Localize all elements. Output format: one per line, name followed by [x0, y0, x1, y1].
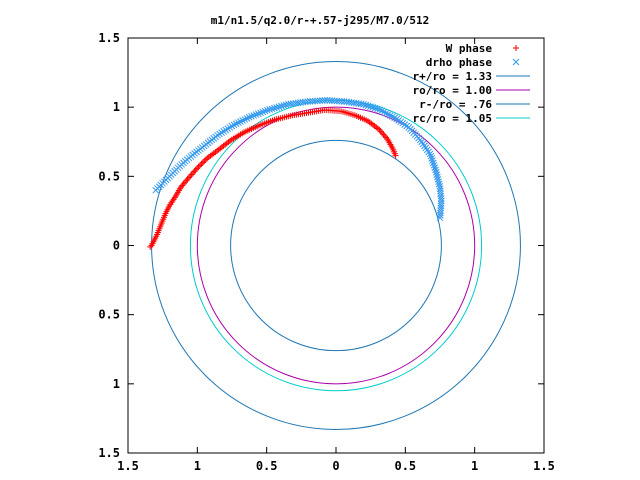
point-plus — [194, 165, 201, 172]
point-plus — [189, 169, 196, 176]
point-cross — [248, 112, 255, 120]
point-plus — [181, 179, 188, 186]
y-tick-label: 1.5 — [98, 31, 120, 45]
point-cross — [239, 117, 247, 124]
point-cross — [436, 212, 444, 219]
point-plus — [196, 162, 203, 169]
circle-series-3 — [196, 106, 476, 385]
point-plus — [379, 129, 386, 136]
point-cross — [367, 103, 374, 110]
point-cross — [266, 106, 274, 113]
y-tick-label: 1.5 — [98, 446, 120, 460]
point-plus — [199, 159, 206, 166]
point-plus — [188, 171, 195, 178]
legend-label: W phase — [446, 42, 493, 55]
point-plus — [180, 180, 187, 187]
point-cross — [430, 161, 438, 169]
point-cross — [436, 214, 444, 222]
point-cross — [259, 108, 267, 116]
point-cross — [237, 118, 244, 125]
point-plus — [198, 160, 205, 167]
point-plus — [191, 168, 198, 175]
point-cross — [427, 152, 435, 160]
y-tick-label: 1 — [113, 100, 120, 114]
point-cross — [257, 109, 264, 117]
point-plus — [195, 163, 202, 170]
point-cross — [431, 164, 439, 171]
point-plus — [392, 152, 399, 159]
point-cross — [252, 111, 260, 118]
point-cross — [241, 116, 249, 123]
x-tick-label: 0.5 — [256, 459, 278, 473]
x-tick-label: 1 — [471, 459, 478, 473]
circle-series-5 — [189, 99, 483, 392]
legend-label: r+/ro = 1.33 — [413, 70, 492, 83]
point-plus — [187, 173, 194, 180]
point-cross — [374, 105, 381, 113]
legend-label: rc/ro = 1.05 — [413, 112, 492, 125]
point-plus — [147, 243, 154, 250]
point-cross — [275, 103, 283, 111]
point-cross — [369, 104, 377, 111]
point-cross — [428, 155, 436, 162]
x-tick-label: 1 — [194, 459, 201, 473]
chart-title: m1/n1.5/q2.0/r-+.57-j295/M7.0/512 — [211, 14, 430, 27]
point-cross — [243, 114, 251, 122]
point-cross — [376, 106, 384, 114]
point-plus — [202, 156, 209, 163]
point-cross — [234, 119, 242, 127]
point-cross — [364, 102, 372, 110]
point-cross — [261, 107, 269, 115]
point-cross — [273, 104, 281, 111]
legend-label: r-/ro = .76 — [419, 98, 492, 111]
x-tick-label: 0.5 — [394, 459, 416, 473]
point-plus — [377, 128, 384, 135]
y-tick-label: 1 — [113, 377, 120, 391]
point-plus — [183, 177, 190, 184]
point-cross — [429, 159, 437, 167]
legend-marker — [513, 45, 519, 51]
point-cross — [321, 97, 329, 104]
point-cross — [371, 104, 379, 112]
point-plus — [381, 133, 388, 140]
point-cross — [429, 157, 436, 165]
point-plus — [192, 166, 199, 173]
point-cross — [278, 102, 285, 110]
point-cross — [437, 195, 445, 202]
circle-series-4 — [230, 139, 442, 352]
point-plus — [184, 176, 191, 183]
legend-marker — [512, 58, 520, 66]
point-cross — [230, 121, 238, 129]
y-tick-label: 0.5 — [98, 308, 120, 322]
point-cross — [245, 113, 253, 121]
point-cross — [360, 101, 367, 108]
legend-label: drho phase — [426, 56, 493, 69]
point-cross — [426, 150, 434, 158]
point-cross — [250, 112, 258, 119]
point-cross — [264, 106, 271, 114]
y-tick-label: 0.5 — [98, 169, 120, 183]
x-tick-label: 0 — [332, 459, 339, 473]
point-cross — [268, 105, 276, 113]
y-tick-label: 0 — [113, 239, 120, 253]
point-cross — [362, 101, 370, 109]
point-plus — [201, 158, 208, 165]
point-cross — [232, 120, 240, 128]
x-tick-label: 1.5 — [117, 459, 139, 473]
legend-label: ro/ro = 1.00 — [413, 84, 492, 97]
point-cross — [254, 110, 262, 118]
point-plus — [380, 131, 387, 138]
point-cross — [271, 104, 278, 112]
point-plus — [185, 174, 192, 181]
x-tick-label: 1.5 — [533, 459, 555, 473]
